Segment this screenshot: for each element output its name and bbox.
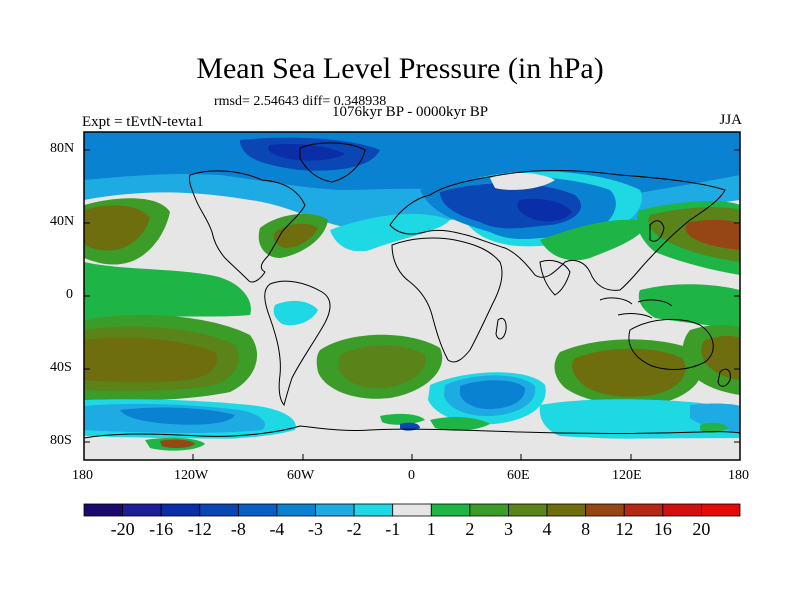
north-america-coast [189,170,306,283]
colorbar-swatch [546,503,587,517]
colorbar-swatch [585,503,625,517]
colorbar-swatch [315,503,355,517]
southern-ocean-low-core [120,407,235,425]
colorbar-label: 1 [426,519,436,539]
africa-coast [391,237,503,363]
antarctica-coast [84,425,740,439]
map-field [84,132,740,460]
stats-text: rmsd= 2.54643 diff= 0.348938 [214,94,387,109]
europe-asia-coast [389,169,726,291]
lat-label-40s: 40S [50,360,72,375]
north-pacific-high-core [84,205,150,251]
colorbar-swatch [199,503,239,517]
colorbar-label: -12 [187,519,212,539]
antarctic-green-4 [700,422,728,433]
colorbar-swatch [83,503,123,517]
lon-label-60e: 60E [507,468,530,483]
indonesia-green [638,284,740,330]
colorbar [83,503,741,517]
colorbar-swatch [353,503,394,517]
south-america-coast [264,280,331,407]
colorbar-swatch [430,503,471,517]
indonesia-coast [599,297,673,319]
south-indian-low [539,399,740,440]
colorbar-label: 8 [581,519,591,539]
colorbar-label: 2 [465,519,475,539]
colorbar-swatch [662,503,702,517]
equatorial-cyan-patch [273,300,318,326]
greenland-coast [299,142,366,183]
south-indian-low-core [690,403,740,432]
madagascar-coast [495,317,507,340]
lon-label-180w: 180 [72,468,93,483]
japan-coast [649,220,665,242]
australia-coast [628,318,714,370]
antarctic-green-3 [430,417,490,431]
colorbar-swatch [160,503,201,517]
lon-label-0: 0 [408,468,415,483]
lat-label-0: 0 [66,287,73,302]
lat-label-80n: 80N [50,141,75,156]
tropical-green-band [84,262,251,320]
colorbar-swatch [469,503,509,517]
colorbar-swatch [392,503,432,517]
colorbar-label: -2 [346,519,362,539]
season-label: JJA [719,112,742,128]
colorbar-swatch [276,503,316,517]
period-label: 1076kyr BP - 0000kyr BP [331,104,489,120]
india-coast [539,259,571,296]
colorbar-swatch [122,503,162,517]
colorbar-label: 3 [503,519,513,539]
colorbar-label: 12 [615,519,634,539]
antarctic-brown-1 [160,439,195,449]
east-pacific-high-core [685,219,740,250]
coastlines [84,142,740,439]
greenland-low-core [268,144,345,161]
south-atlantic-low-core [460,380,526,410]
lon-label-120e: 120E [612,468,642,483]
north-atlantic-high-core [274,223,318,248]
colorbar-label: -16 [149,519,174,539]
lon-label-120w: 120W [174,468,209,483]
antarctic-green-2 [380,413,425,425]
antarctic-blue-spot [400,422,420,431]
lon-label-60w: 60W [287,468,315,483]
lon-label-180e: 180 [728,468,749,483]
lat-label-40n: 40N [50,214,75,229]
colorbar-label: -4 [269,519,285,539]
colorbar-swatch [508,503,548,517]
chart-title: Mean Sea Level Pressure (in hPa) [196,52,604,85]
colorbar-label: -1 [385,519,401,539]
tasman-high-core [701,336,740,380]
eurasia-low-core [517,198,572,222]
colorbar-label: -20 [110,519,135,539]
antarctic-band [84,436,740,460]
experiment-label: Expt = tEvtN-tevta1 [82,114,204,130]
colorbar-swatch [623,503,664,517]
colorbar-swatch [701,503,741,517]
colorbar-swatch [237,503,278,517]
colorbar-label: 20 [692,519,711,539]
indian-ocean-high-core [572,348,686,397]
asia-green-band [540,219,650,261]
atlantic-cyan-tongue [330,213,450,252]
south-pacific-high-core [84,337,217,383]
colorbar-label: 16 [653,519,672,539]
lat-label-80s: 80S [50,433,72,448]
arctic-light-patch [490,172,555,190]
axis-ticks [83,149,741,460]
colorbar-label: 4 [542,519,552,539]
colorbar-label: -8 [230,519,246,539]
colorbar-label: -3 [308,519,324,539]
south-atlantic-high-core [338,345,426,389]
new-zealand-coast [717,368,731,387]
